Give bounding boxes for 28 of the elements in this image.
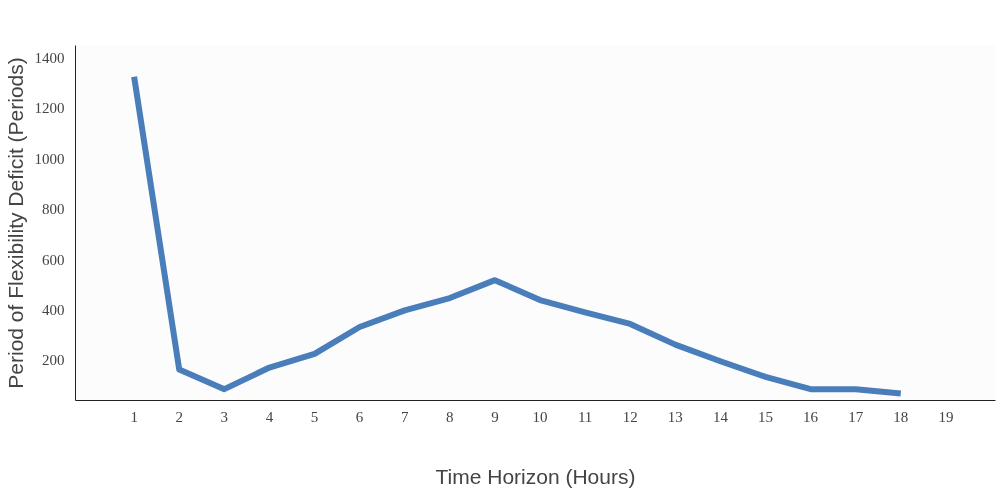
x-tick-label: 12 bbox=[622, 408, 638, 425]
x-tick-label: 6 bbox=[355, 408, 364, 425]
x-tick-label: 2 bbox=[175, 408, 183, 425]
x-tick-label: 19 bbox=[938, 408, 954, 425]
x-tick-label: 11 bbox=[577, 408, 593, 425]
x-tick-label: 9 bbox=[491, 408, 499, 425]
y-tick-label: 1000 bbox=[34, 150, 65, 167]
x-tick-label: 10 bbox=[532, 408, 548, 425]
y-tick-label: 1200 bbox=[34, 100, 65, 117]
y-tick-label: 600 bbox=[42, 251, 65, 268]
x-tick-label: 17 bbox=[848, 408, 864, 425]
y-tick-label: 400 bbox=[42, 301, 65, 318]
x-tick-label: 5 bbox=[310, 408, 319, 425]
y-tick-label: 1400 bbox=[34, 50, 65, 67]
x-tick-label: 4 bbox=[265, 408, 274, 425]
x-tick-label: 8 bbox=[446, 408, 454, 425]
x-axis-title: Time Horizon (Hours) bbox=[435, 464, 636, 488]
x-tick-label: 1 bbox=[130, 408, 138, 425]
x-tick-label: 14 bbox=[712, 408, 729, 425]
x-tick-label: 7 bbox=[400, 408, 409, 425]
x-tick-label: 13 bbox=[667, 408, 683, 425]
x-tick-label: 18 bbox=[893, 408, 909, 425]
y-axis-title: Period of Flexibility Deficit (Periods) bbox=[3, 57, 27, 389]
x-tick-label: 16 bbox=[803, 408, 819, 425]
x-tick-label: 15 bbox=[758, 408, 773, 425]
x-tick-label: 3 bbox=[220, 408, 229, 425]
y-tick-label: 800 bbox=[42, 201, 65, 218]
y-tick-label: 200 bbox=[42, 352, 65, 369]
